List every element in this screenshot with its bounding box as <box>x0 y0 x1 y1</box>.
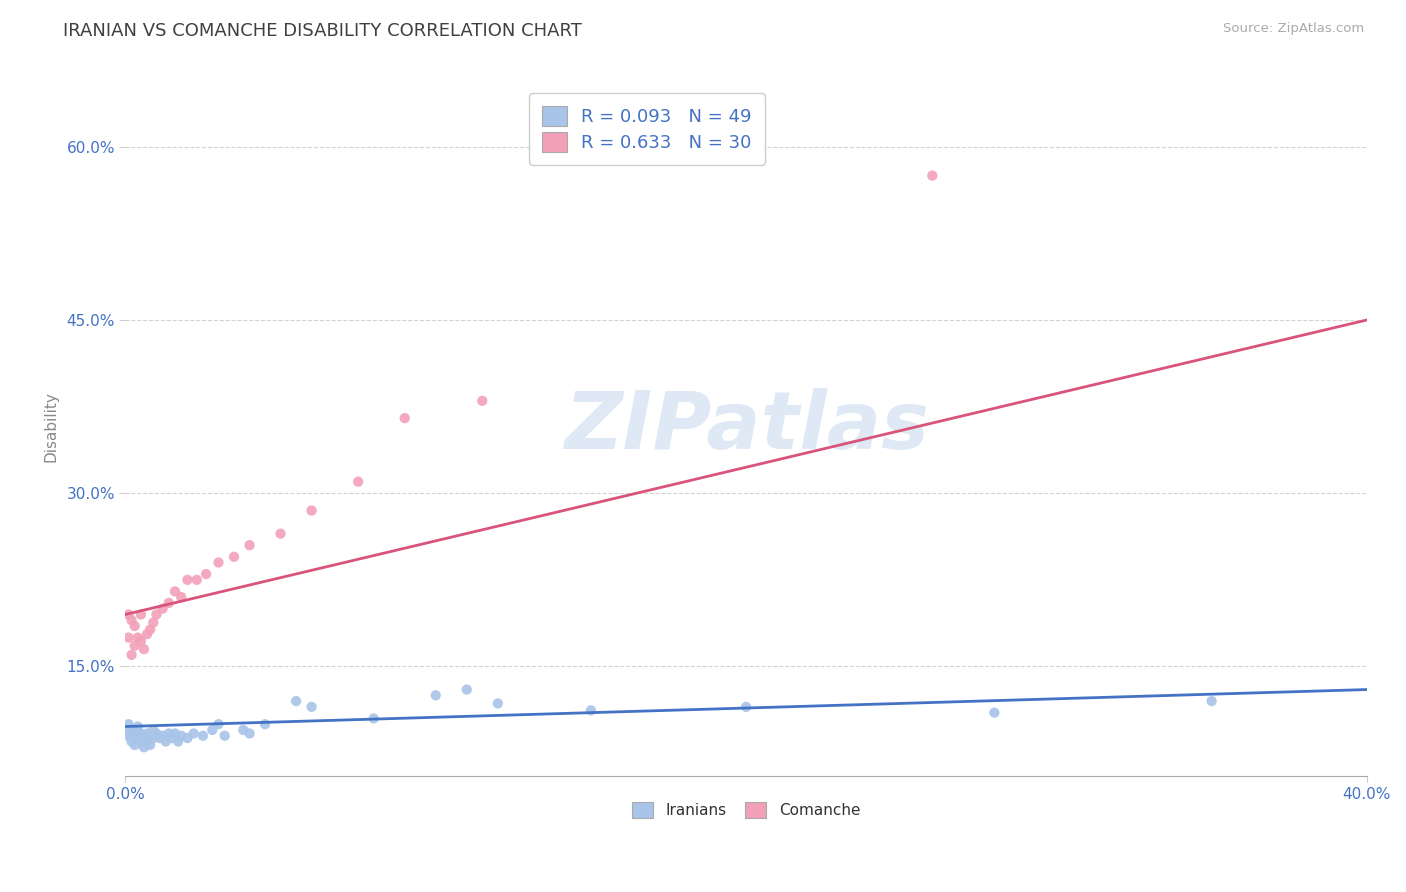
Point <box>195 567 218 582</box>
Point <box>142 723 165 737</box>
Point <box>132 740 155 755</box>
Point <box>139 738 162 752</box>
Point <box>301 699 323 714</box>
Point <box>157 596 180 610</box>
Point <box>163 726 186 740</box>
Point <box>132 731 155 745</box>
Point <box>167 734 190 748</box>
Point <box>127 631 149 645</box>
Point <box>486 697 509 711</box>
Point <box>301 503 323 517</box>
Point <box>579 703 602 717</box>
Point <box>207 717 229 731</box>
Point <box>117 631 139 645</box>
Point <box>121 729 143 743</box>
Point <box>983 706 1005 720</box>
Point <box>155 734 177 748</box>
Point <box>117 607 139 622</box>
Point <box>238 538 260 552</box>
Point <box>170 729 193 743</box>
Point <box>254 717 277 731</box>
Point <box>136 734 159 748</box>
Text: Source: ZipAtlas.com: Source: ZipAtlas.com <box>1223 22 1364 36</box>
Point <box>136 627 159 641</box>
Point <box>163 584 186 599</box>
Point <box>117 729 139 743</box>
Text: IRANIAN VS COMANCHE DISABILITY CORRELATION CHART: IRANIAN VS COMANCHE DISABILITY CORRELATI… <box>63 22 582 40</box>
Point <box>921 169 943 183</box>
Point <box>124 723 146 737</box>
Point <box>124 639 146 653</box>
Point <box>152 601 174 615</box>
Point <box>127 726 149 740</box>
Point <box>394 411 416 425</box>
Point <box>117 723 139 737</box>
Point <box>129 726 152 740</box>
Point <box>232 723 254 737</box>
Point <box>456 682 478 697</box>
Point <box>124 738 146 752</box>
Point <box>214 729 236 743</box>
Point <box>148 731 170 745</box>
Point <box>129 607 152 622</box>
Point <box>471 393 494 408</box>
Point <box>1201 694 1223 708</box>
Point <box>142 615 165 630</box>
Point <box>270 526 292 541</box>
Point <box>124 731 146 745</box>
Point <box>152 729 174 743</box>
Point <box>129 634 152 648</box>
Point <box>160 731 183 745</box>
Point <box>157 726 180 740</box>
Point <box>132 642 155 657</box>
Point <box>121 648 143 662</box>
Point <box>222 549 245 564</box>
Point <box>145 726 167 740</box>
Point <box>176 731 198 745</box>
Legend: Iranians, Comanche: Iranians, Comanche <box>626 796 866 824</box>
Point <box>183 726 205 740</box>
Point <box>207 556 229 570</box>
Point <box>347 475 370 489</box>
Point <box>145 607 167 622</box>
Point <box>176 573 198 587</box>
Point <box>124 619 146 633</box>
Point <box>142 731 165 745</box>
Text: ZIPatlas: ZIPatlas <box>564 388 928 466</box>
Point <box>201 723 224 737</box>
Point <box>121 613 143 627</box>
Point <box>186 573 208 587</box>
Point <box>285 694 308 708</box>
Point <box>121 734 143 748</box>
Point <box>170 590 193 604</box>
Y-axis label: Disability: Disability <box>44 392 58 462</box>
Point <box>121 723 143 737</box>
Point <box>425 689 447 703</box>
Point <box>139 729 162 743</box>
Point <box>363 711 385 725</box>
Point <box>127 719 149 733</box>
Point <box>117 717 139 731</box>
Point <box>129 734 152 748</box>
Point <box>136 726 159 740</box>
Point <box>238 726 260 740</box>
Point <box>191 729 214 743</box>
Point <box>735 699 758 714</box>
Point <box>139 623 162 637</box>
